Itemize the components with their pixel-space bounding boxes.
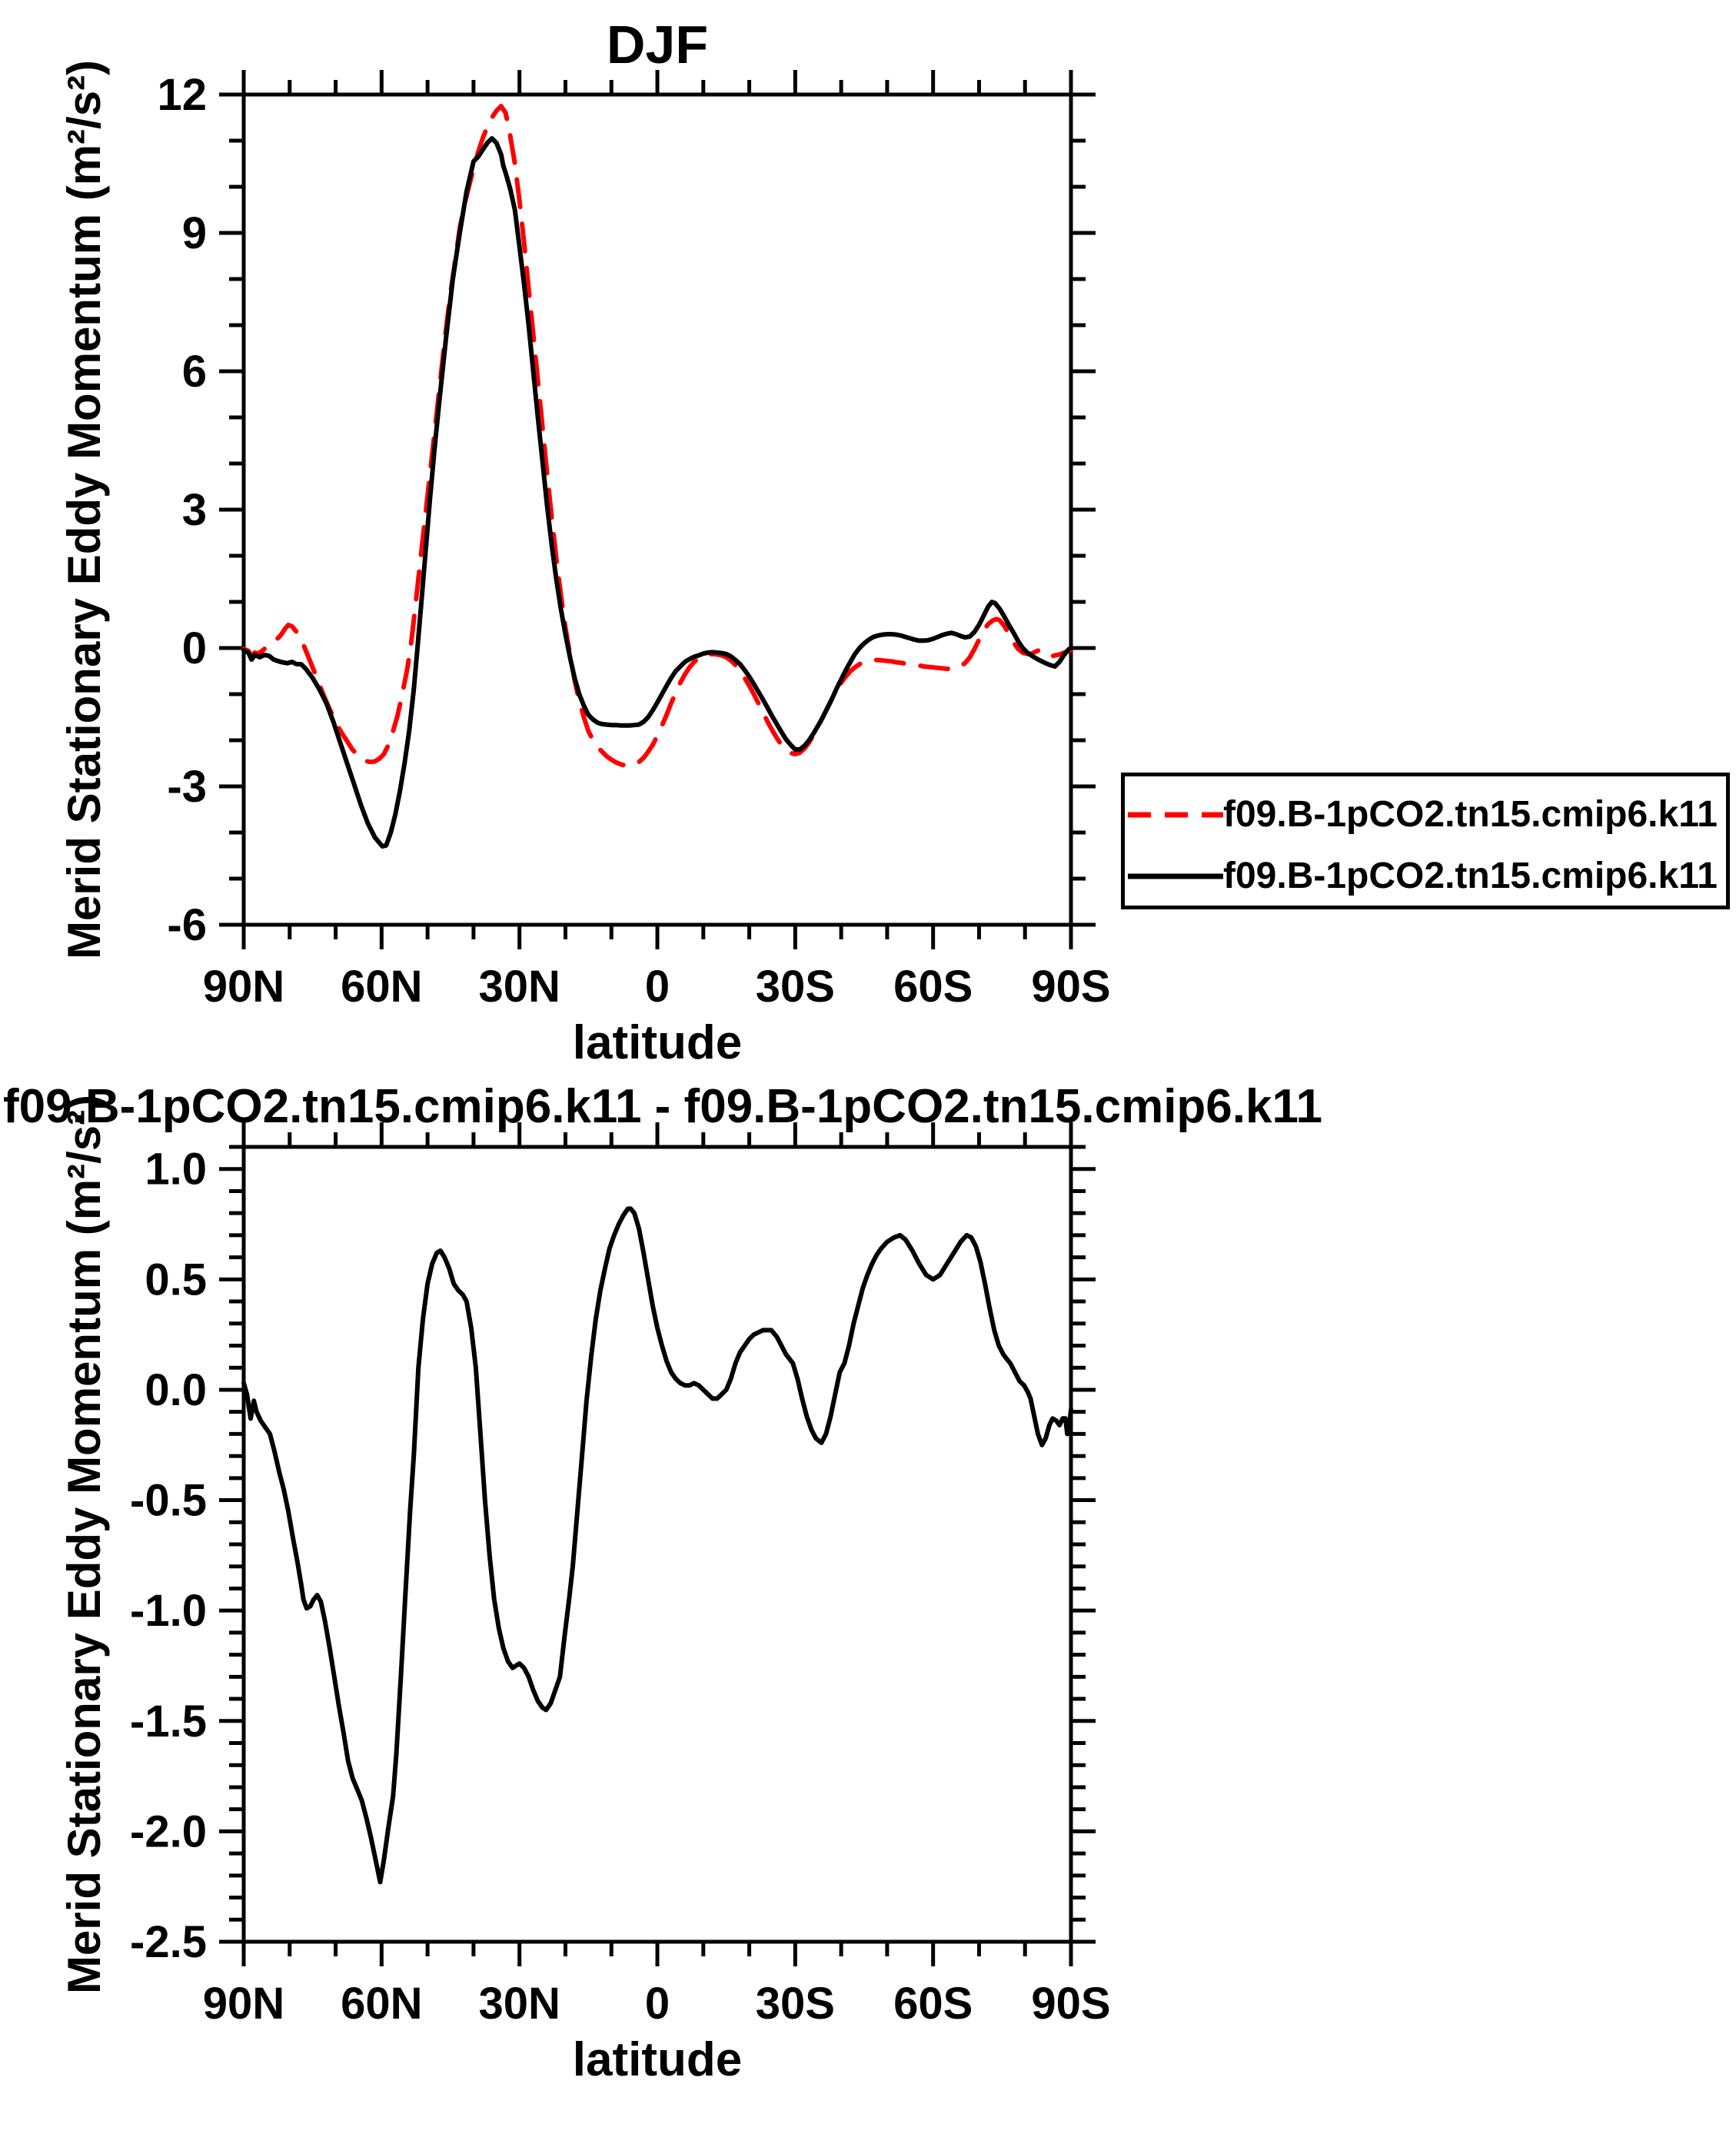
top-xlabel: latitude (573, 1016, 742, 1069)
y-tick-label: 9 (182, 208, 207, 258)
x-tick-label: 90S (1031, 962, 1110, 1012)
curve-black-solid (241, 1206, 1073, 1885)
y-tick-label: 12 (157, 70, 207, 120)
x-tick-label: 0 (645, 962, 670, 1012)
curve-black-solid (241, 136, 1073, 849)
legend-black-solid-line-icon (1128, 873, 1223, 879)
bottom-ylabel: Merid Stationary Eddy Momentum (m²/s²) (58, 1095, 110, 1994)
axis-box (241, 92, 1073, 927)
x-tick-label: 30N (478, 1979, 560, 2029)
y-tick-label: -2.0 (130, 1806, 207, 1856)
legend-entry-black: difference f09.B-1pCO2.tn15.cmip6.k11 (1125, 853, 1726, 899)
y-tick-label: 0 (182, 623, 207, 673)
bottom-panel-plot: 90N 60N 30N 0 30S 60S 90S -2.5 -2.0 -1.5 -1.0 -0.5 0… (130, 1122, 1111, 2029)
x-tick-label: 60S (893, 1979, 973, 2029)
bottom-xlabel: latitude (573, 2033, 742, 2086)
y-tick-label: 6 (182, 347, 207, 397)
legend-label-black-text: f09.B-1pCO2.tn15.cmip6.k11 (1223, 856, 1718, 896)
x-tick-label: 30S (756, 1979, 835, 2029)
y-tick-label: -2.5 (130, 1917, 207, 1967)
x-tick-label: 0 (645, 1979, 670, 2029)
x-tick-label: 30N (478, 962, 560, 1012)
curve-red-dashed (241, 104, 1073, 768)
y-tick-label: 3 (182, 485, 207, 535)
y-tick-label: 0.0 (145, 1365, 207, 1415)
legend: f09.B-1pCO2.tn15.cmip6.k11 difference f0… (1121, 773, 1730, 909)
y-tick-label: -0.5 (130, 1476, 207, 1526)
y-tick-label: -1.0 (130, 1586, 207, 1636)
top-title: DJF (607, 15, 708, 75)
legend-entry-red: f09.B-1pCO2.tn15.cmip6.k11 (1125, 792, 1726, 838)
y-tick-label: -1.5 (130, 1697, 207, 1746)
x-tick-label: 90N (203, 962, 284, 1012)
x-tick-label: 60S (893, 962, 973, 1012)
x-tick-label: 90N (203, 1979, 284, 2029)
bottom-title: f09.B-1pCO2.tn15.cmip6.k11 - f09.B-1pCO2… (3, 1080, 1322, 1133)
legend-red-dashed-line-icon (1128, 812, 1223, 818)
y-tick-label: -3 (167, 762, 207, 812)
y-tick-label: 1.0 (145, 1145, 207, 1195)
x-tick-label: 30S (756, 962, 835, 1012)
top-panel-plot: 90N 60N 30N 0 30S 60S 90S -6 -3 0 3 6 9 12 (157, 70, 1111, 1012)
y-tick-label: 0.5 (145, 1255, 207, 1304)
x-tick-label: 60N (341, 1979, 422, 2029)
legend-label-red: f09.B-1pCO2.tn15.cmip6.k11 (1223, 794, 1718, 835)
x-tick-label: 90S (1031, 1979, 1110, 2029)
y-tick-label: -6 (167, 900, 207, 950)
top-ylabel: Merid Stationary Eddy Momentum (m²/s²) (58, 60, 110, 959)
x-tick-label: 60N (341, 962, 422, 1012)
